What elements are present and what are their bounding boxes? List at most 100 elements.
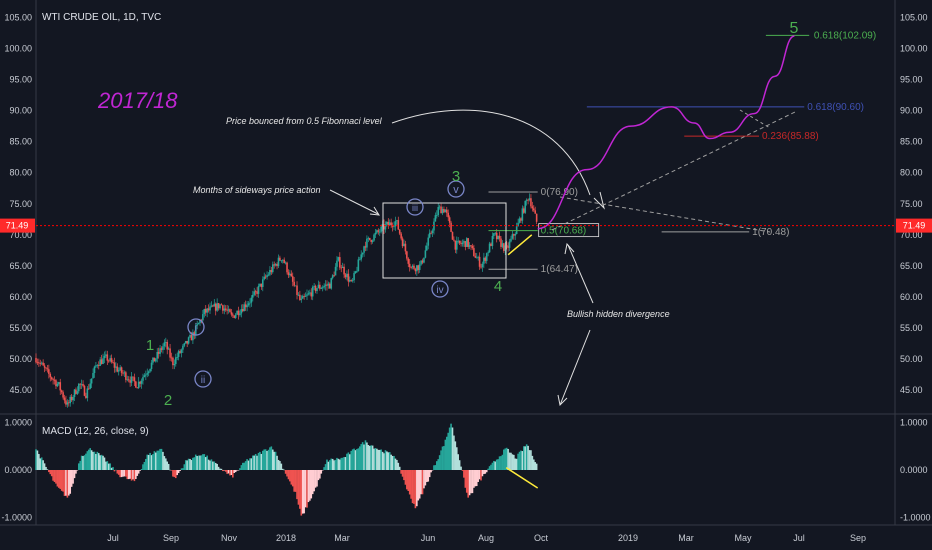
candle-body: [517, 222, 519, 227]
candle-body: [244, 304, 247, 308]
candle-body: [507, 245, 509, 248]
macd-bar: [471, 470, 474, 494]
macd-bar: [367, 444, 370, 470]
macd-title[interactable]: MACD (12, 26, close, 9): [42, 426, 149, 437]
macd-bar: [436, 461, 438, 470]
macd-bar: [42, 460, 44, 470]
fib-bounce-arc[interactable]: [391, 109, 591, 196]
candle-body: [159, 348, 161, 354]
macd-bar: [92, 451, 94, 470]
candle-body: [170, 357, 173, 359]
price-tick-label: 80.00: [900, 168, 923, 178]
candle-body: [324, 284, 327, 286]
time-axis: Jul Sep Nov 2018 Mar Jun Aug Oct 2019 Mar May Jul Se…: [107, 533, 866, 543]
macd-bar: [253, 455, 256, 470]
candle-body: [495, 232, 498, 240]
price-tick-label: 85.00: [900, 137, 923, 147]
macd-bar: [350, 450, 353, 470]
price-divergence-line[interactable]: [507, 234, 533, 256]
macd-bar: [219, 468, 221, 470]
candle-body: [203, 308, 206, 315]
wave-label-3: 3: [452, 168, 460, 185]
macd-bar: [491, 462, 494, 470]
macd-bar: [107, 463, 110, 470]
macd-bar: [112, 467, 114, 470]
candle-body: [273, 264, 275, 266]
candle-body: [240, 309, 243, 314]
macd-divergence-line[interactable]: [505, 467, 539, 489]
macd-bar: [521, 451, 524, 470]
candle-body: [457, 240, 459, 242]
candle-body: [234, 314, 237, 318]
macd-bar: [163, 456, 166, 470]
sideways-arrow[interactable]: [329, 189, 379, 215]
projection-guide-upper[interactable]: [551, 111, 796, 231]
macd-bar: [437, 459, 440, 470]
candle-body: [153, 357, 156, 362]
macd-bar: [404, 470, 407, 485]
candle-body: [269, 270, 271, 275]
macd-bar: [487, 468, 489, 470]
sideways-range-box[interactable]: [382, 202, 507, 279]
divergence-note: Bullish hidden divergence: [567, 309, 670, 319]
candle-body: [488, 243, 491, 253]
macd-bar: [433, 465, 435, 470]
price-tick-label: 95.00: [900, 74, 923, 84]
candle-body: [49, 373, 52, 378]
candle-body: [140, 380, 143, 384]
time-tick-label: Oct: [534, 533, 549, 543]
candle-body: [227, 309, 230, 311]
candle-body: [43, 365, 46, 368]
divergence-arrow-down[interactable]: [559, 329, 591, 406]
macd-bar: [192, 457, 194, 470]
price-tick-label: 100.00: [4, 43, 32, 53]
candle-body: [299, 294, 301, 300]
macd-bar: [309, 470, 311, 501]
macd-bar: [206, 455, 208, 470]
symbol-title[interactable]: WTI CRUDE OIL, 1D, TVC: [42, 12, 161, 23]
macd-bar: [289, 470, 291, 482]
macd-bar: [267, 449, 270, 470]
candle-body: [89, 383, 92, 389]
macd-bar: [450, 423, 452, 470]
candle-body: [424, 250, 427, 258]
time-tick-label: Jul: [793, 533, 805, 543]
candle-body: [206, 308, 208, 313]
candle-body: [514, 233, 517, 236]
candle-body: [333, 275, 335, 277]
candle-body: [237, 310, 240, 316]
macd-bar: [76, 470, 79, 471]
candle-body: [290, 273, 293, 277]
candle-body: [319, 284, 321, 289]
candle-body: [93, 366, 96, 374]
candle-body: [110, 358, 113, 362]
wave-circle-v: [447, 180, 465, 198]
price-tick-label: 70.00: [900, 230, 923, 240]
candle-body: [256, 291, 258, 294]
candle-body: [129, 380, 131, 383]
price-tick-label: 65.00: [9, 261, 32, 271]
macd-bar: [43, 463, 46, 470]
macd-tick-label: -1.0000: [900, 512, 931, 522]
candle-body: [199, 319, 201, 323]
projection-curve[interactable]: [537, 35, 795, 230]
current-price-tag-right: [896, 218, 932, 233]
divergence-arrow-up[interactable]: [567, 244, 594, 304]
fib-highlight-box: [538, 223, 600, 238]
wave-label-4: 4: [494, 278, 502, 295]
macd-bar: [406, 470, 408, 490]
macd-bar: [494, 461, 497, 470]
price-tick-label: 85.00: [9, 137, 32, 147]
macd-bar: [244, 461, 247, 470]
candle-body: [217, 303, 220, 309]
candle-body: [99, 359, 101, 366]
projection-guide-lower[interactable]: [559, 196, 771, 233]
fib-level-label: 0.5(70.68): [541, 226, 587, 237]
candle-body: [508, 241, 511, 248]
candle-body: [52, 379, 54, 380]
candle-body: [279, 257, 281, 261]
candle-body: [224, 308, 227, 310]
candle-body: [107, 360, 110, 362]
